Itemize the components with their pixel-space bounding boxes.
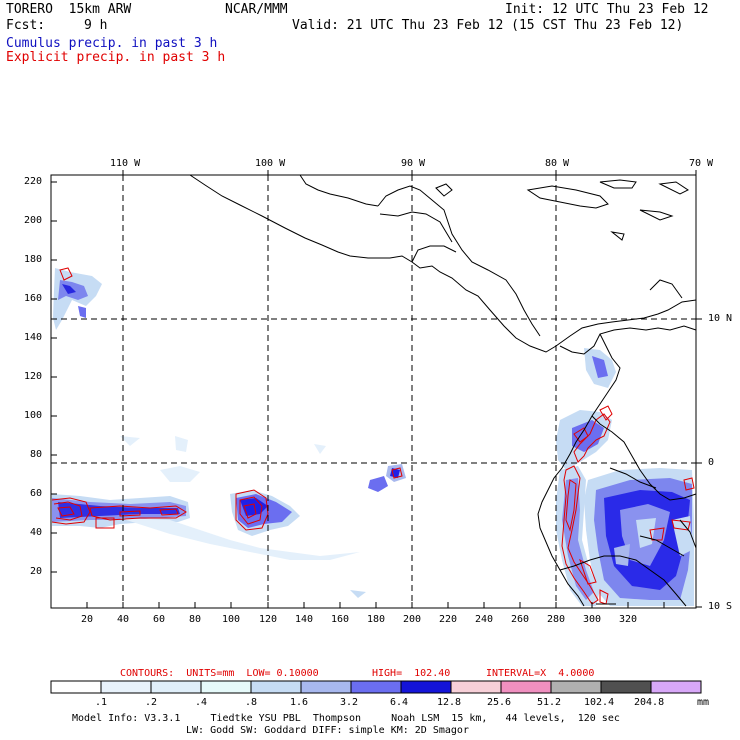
init-time: Init: 12 UTC Thu 23 Feb 12 bbox=[505, 2, 709, 17]
colorbar-swatch bbox=[200, 680, 252, 694]
x-tick-label: 180 bbox=[367, 614, 386, 625]
x-tick-label: 240 bbox=[475, 614, 494, 625]
x-tick-label: 40 bbox=[117, 614, 130, 625]
colorbar-label: 3.2 bbox=[340, 697, 359, 708]
colorbar-label: 25.6 bbox=[487, 697, 512, 708]
x-tick-label: 140 bbox=[295, 614, 314, 625]
contour-interval: INTERVAL=X 4.0000 bbox=[486, 668, 595, 679]
y-tick-label: 20 bbox=[30, 566, 43, 577]
y-tick-label: 40 bbox=[30, 527, 43, 538]
lat-label: 10 S bbox=[708, 601, 733, 612]
precip-shading bbox=[52, 268, 694, 606]
coastlines bbox=[189, 174, 697, 607]
colorbar-swatch bbox=[500, 680, 552, 694]
lat-label: 0 bbox=[708, 457, 715, 468]
x-tick-label: 160 bbox=[331, 614, 350, 625]
y-tick-label: 80 bbox=[30, 449, 43, 460]
legend-explicit: Explicit precip. in past 3 h bbox=[6, 50, 226, 65]
model-info: Model Info: V3.3.1 Tiedtke YSU PBL Thomp… bbox=[72, 713, 620, 724]
x-tick-label: 60 bbox=[153, 614, 166, 625]
colorbar bbox=[50, 680, 702, 694]
y-tick-label: 160 bbox=[24, 293, 43, 304]
y-tick-label: 100 bbox=[24, 410, 43, 421]
model-title: TORERO 15km ARW bbox=[6, 2, 132, 17]
colorbar-swatch bbox=[300, 680, 352, 694]
axis-ticks bbox=[51, 170, 702, 608]
lon-label: 80 W bbox=[545, 158, 570, 169]
y-tick-label: 120 bbox=[24, 371, 43, 382]
colorbar-swatch bbox=[600, 680, 652, 694]
y-tick-label: 200 bbox=[24, 215, 43, 226]
valid-time: Valid: 21 UTC Thu 23 Feb 12 (15 CST Thu … bbox=[292, 18, 684, 33]
y-tick-label: 60 bbox=[30, 488, 43, 499]
x-tick-label: 300 bbox=[583, 614, 602, 625]
colorbar-swatch bbox=[50, 680, 102, 694]
contour-info: CONTOURS: UNITS=mm LOW= 0.10000 bbox=[120, 668, 319, 679]
colorbar-swatch bbox=[450, 680, 502, 694]
lon-label: 110 W bbox=[110, 158, 141, 169]
colorbar-swatch bbox=[150, 680, 202, 694]
lon-label: 90 W bbox=[401, 158, 426, 169]
x-tick-label: 120 bbox=[259, 614, 278, 625]
colorbar-swatch bbox=[250, 680, 302, 694]
contour-high: HIGH= 102.40 bbox=[372, 668, 451, 679]
x-tick-label: 320 bbox=[619, 614, 638, 625]
graticule bbox=[51, 175, 696, 608]
physics-info: LW: Godd SW: Goddard DIFF: simple KM: 2D… bbox=[186, 725, 469, 736]
colorbar-units: mm bbox=[697, 697, 710, 708]
forecast-label: Fcst: bbox=[6, 18, 46, 33]
x-tick-label: 220 bbox=[439, 614, 458, 625]
colorbar-label: 12.8 bbox=[437, 697, 462, 708]
colorbar-label: 102.4 bbox=[584, 697, 615, 708]
colorbar-label: .2 bbox=[145, 697, 158, 708]
colorbar-label: 51.2 bbox=[537, 697, 562, 708]
colorbar-swatch bbox=[400, 680, 452, 694]
lon-label: 70 W bbox=[689, 158, 714, 169]
y-tick-label: 140 bbox=[24, 332, 43, 343]
lat-label: 10 N bbox=[708, 313, 733, 324]
colorbar-label: 204.8 bbox=[634, 697, 665, 708]
y-tick-label: 220 bbox=[24, 176, 43, 187]
forecast-hour: 9 h bbox=[84, 18, 108, 33]
colorbar-swatch bbox=[550, 680, 602, 694]
x-tick-label: 100 bbox=[222, 614, 241, 625]
colorbar-label: .8 bbox=[245, 697, 258, 708]
colorbar-label: .4 bbox=[195, 697, 208, 708]
org-label: NCAR/MMM bbox=[225, 2, 288, 17]
lon-label: 100 W bbox=[255, 158, 286, 169]
colorbar-label: 1.6 bbox=[290, 697, 309, 708]
x-tick-label: 280 bbox=[547, 614, 566, 625]
explicit-contours bbox=[51, 267, 695, 605]
x-tick-label: 20 bbox=[81, 614, 94, 625]
y-tick-label: 180 bbox=[24, 254, 43, 265]
legend-cumulus: Cumulus precip. in past 3 h bbox=[6, 36, 218, 51]
colorbar-swatch bbox=[650, 680, 702, 694]
colorbar-label: 6.4 bbox=[390, 697, 409, 708]
x-tick-label: 260 bbox=[511, 614, 530, 625]
colorbar-label: .1 bbox=[95, 697, 108, 708]
x-tick-label: 200 bbox=[403, 614, 422, 625]
x-tick-label: 80 bbox=[189, 614, 202, 625]
colorbar-swatch bbox=[100, 680, 152, 694]
colorbar-swatch bbox=[350, 680, 402, 694]
